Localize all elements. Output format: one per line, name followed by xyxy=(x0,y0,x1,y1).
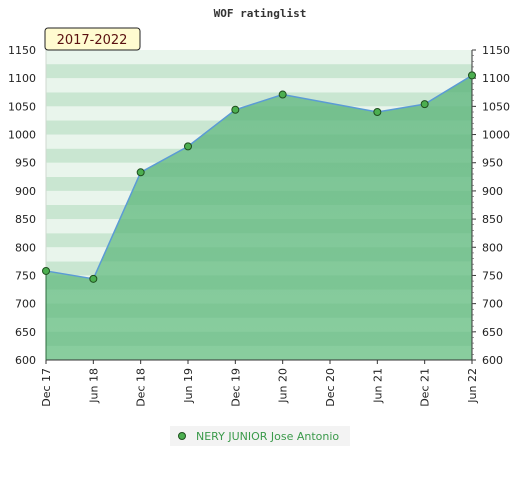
x-tick-label: Jun 20 xyxy=(277,368,290,404)
y-tick-label-right: 600 xyxy=(482,354,503,367)
background-band xyxy=(46,78,472,93)
y-tick-label-left: 750 xyxy=(15,269,36,282)
data-point xyxy=(42,266,50,275)
x-tick-label: Jun 22 xyxy=(466,368,479,404)
data-point xyxy=(468,71,476,80)
data-point xyxy=(231,105,240,114)
x-tick-label: Dec 18 xyxy=(135,368,148,407)
y-tick-label-right: 950 xyxy=(482,157,503,170)
y-tick-label-right: 1000 xyxy=(482,129,510,142)
x-tick-label: Jun 18 xyxy=(87,368,100,404)
background-band xyxy=(46,50,472,65)
area-stripe xyxy=(46,190,472,205)
y-tick-label-left: 600 xyxy=(15,354,36,367)
area-stripes xyxy=(46,78,472,346)
y-tick-label-right: 700 xyxy=(482,298,503,311)
data-point xyxy=(89,274,98,283)
y-tick-label-left: 1150 xyxy=(8,44,36,57)
y-tick-label-left: 650 xyxy=(15,326,36,339)
legend-label: NERY JUNIOR Jose Antonio xyxy=(196,430,339,443)
y-axis-right: 600 650 700 750 800 850 900 950 1000 1050 1100 1150 xyxy=(472,44,510,367)
data-point xyxy=(184,142,192,151)
y-tick-label-right: 800 xyxy=(482,241,503,254)
y-tick-label-right: 850 xyxy=(482,213,503,226)
area-stripe xyxy=(46,303,472,318)
x-tick-label: Dec 20 xyxy=(324,368,337,407)
y-tick-label-left: 1100 xyxy=(8,72,36,85)
area-stripe xyxy=(46,247,472,262)
chart-title: WOF ratinglist xyxy=(214,7,307,20)
y-tick-label-left: 850 xyxy=(15,213,36,226)
x-tick-label: Jun 21 xyxy=(371,368,384,404)
x-tick-label: Dec 19 xyxy=(229,368,242,407)
y-tick-label-right: 1150 xyxy=(482,44,510,57)
y-tick-label-left: 800 xyxy=(15,241,36,254)
area-stripe xyxy=(46,219,472,234)
data-point xyxy=(373,108,382,116)
y-tick-label-left: 900 xyxy=(15,185,36,198)
y-tick-label-right: 1050 xyxy=(482,100,510,113)
x-tick-label: Dec 21 xyxy=(419,368,432,407)
y-tick-label-left: 950 xyxy=(15,157,36,170)
period-badge-text: 2017-2022 xyxy=(57,33,128,48)
y-tick-label-left: 1000 xyxy=(8,129,36,142)
y-tick-label-left: 1050 xyxy=(8,100,36,113)
y-tick-label-right: 1100 xyxy=(482,72,510,85)
background-band xyxy=(46,64,472,79)
series-markers xyxy=(42,71,476,283)
legend: NERY JUNIOR Jose Antonio xyxy=(170,426,350,446)
data-point xyxy=(420,100,429,109)
area-fill xyxy=(46,75,472,360)
data-point xyxy=(278,90,287,99)
y-tick-label-right: 650 xyxy=(482,326,503,339)
background-band xyxy=(46,92,472,107)
legend-marker xyxy=(178,432,186,440)
x-axis: Dec 17 Jun 18 Dec 18 Jun 19 Dec 19 Jun 20 Dec … xyxy=(40,360,479,407)
y-tick-label-right: 900 xyxy=(482,185,503,198)
y-tick-label-right: 750 xyxy=(482,269,503,282)
y-axis-left: 600 650 700 750 800 850 900 950 1000 1050 1100 1150 xyxy=(8,44,36,367)
x-tick-label: Dec 17 xyxy=(40,368,53,407)
data-point xyxy=(136,168,145,177)
period-badge: 2017-2022 xyxy=(44,27,141,51)
area-stripe xyxy=(46,331,472,346)
y-tick-label-left: 700 xyxy=(15,298,36,311)
x-tick-label: Jun 19 xyxy=(182,368,195,404)
area-stripe xyxy=(46,275,472,290)
